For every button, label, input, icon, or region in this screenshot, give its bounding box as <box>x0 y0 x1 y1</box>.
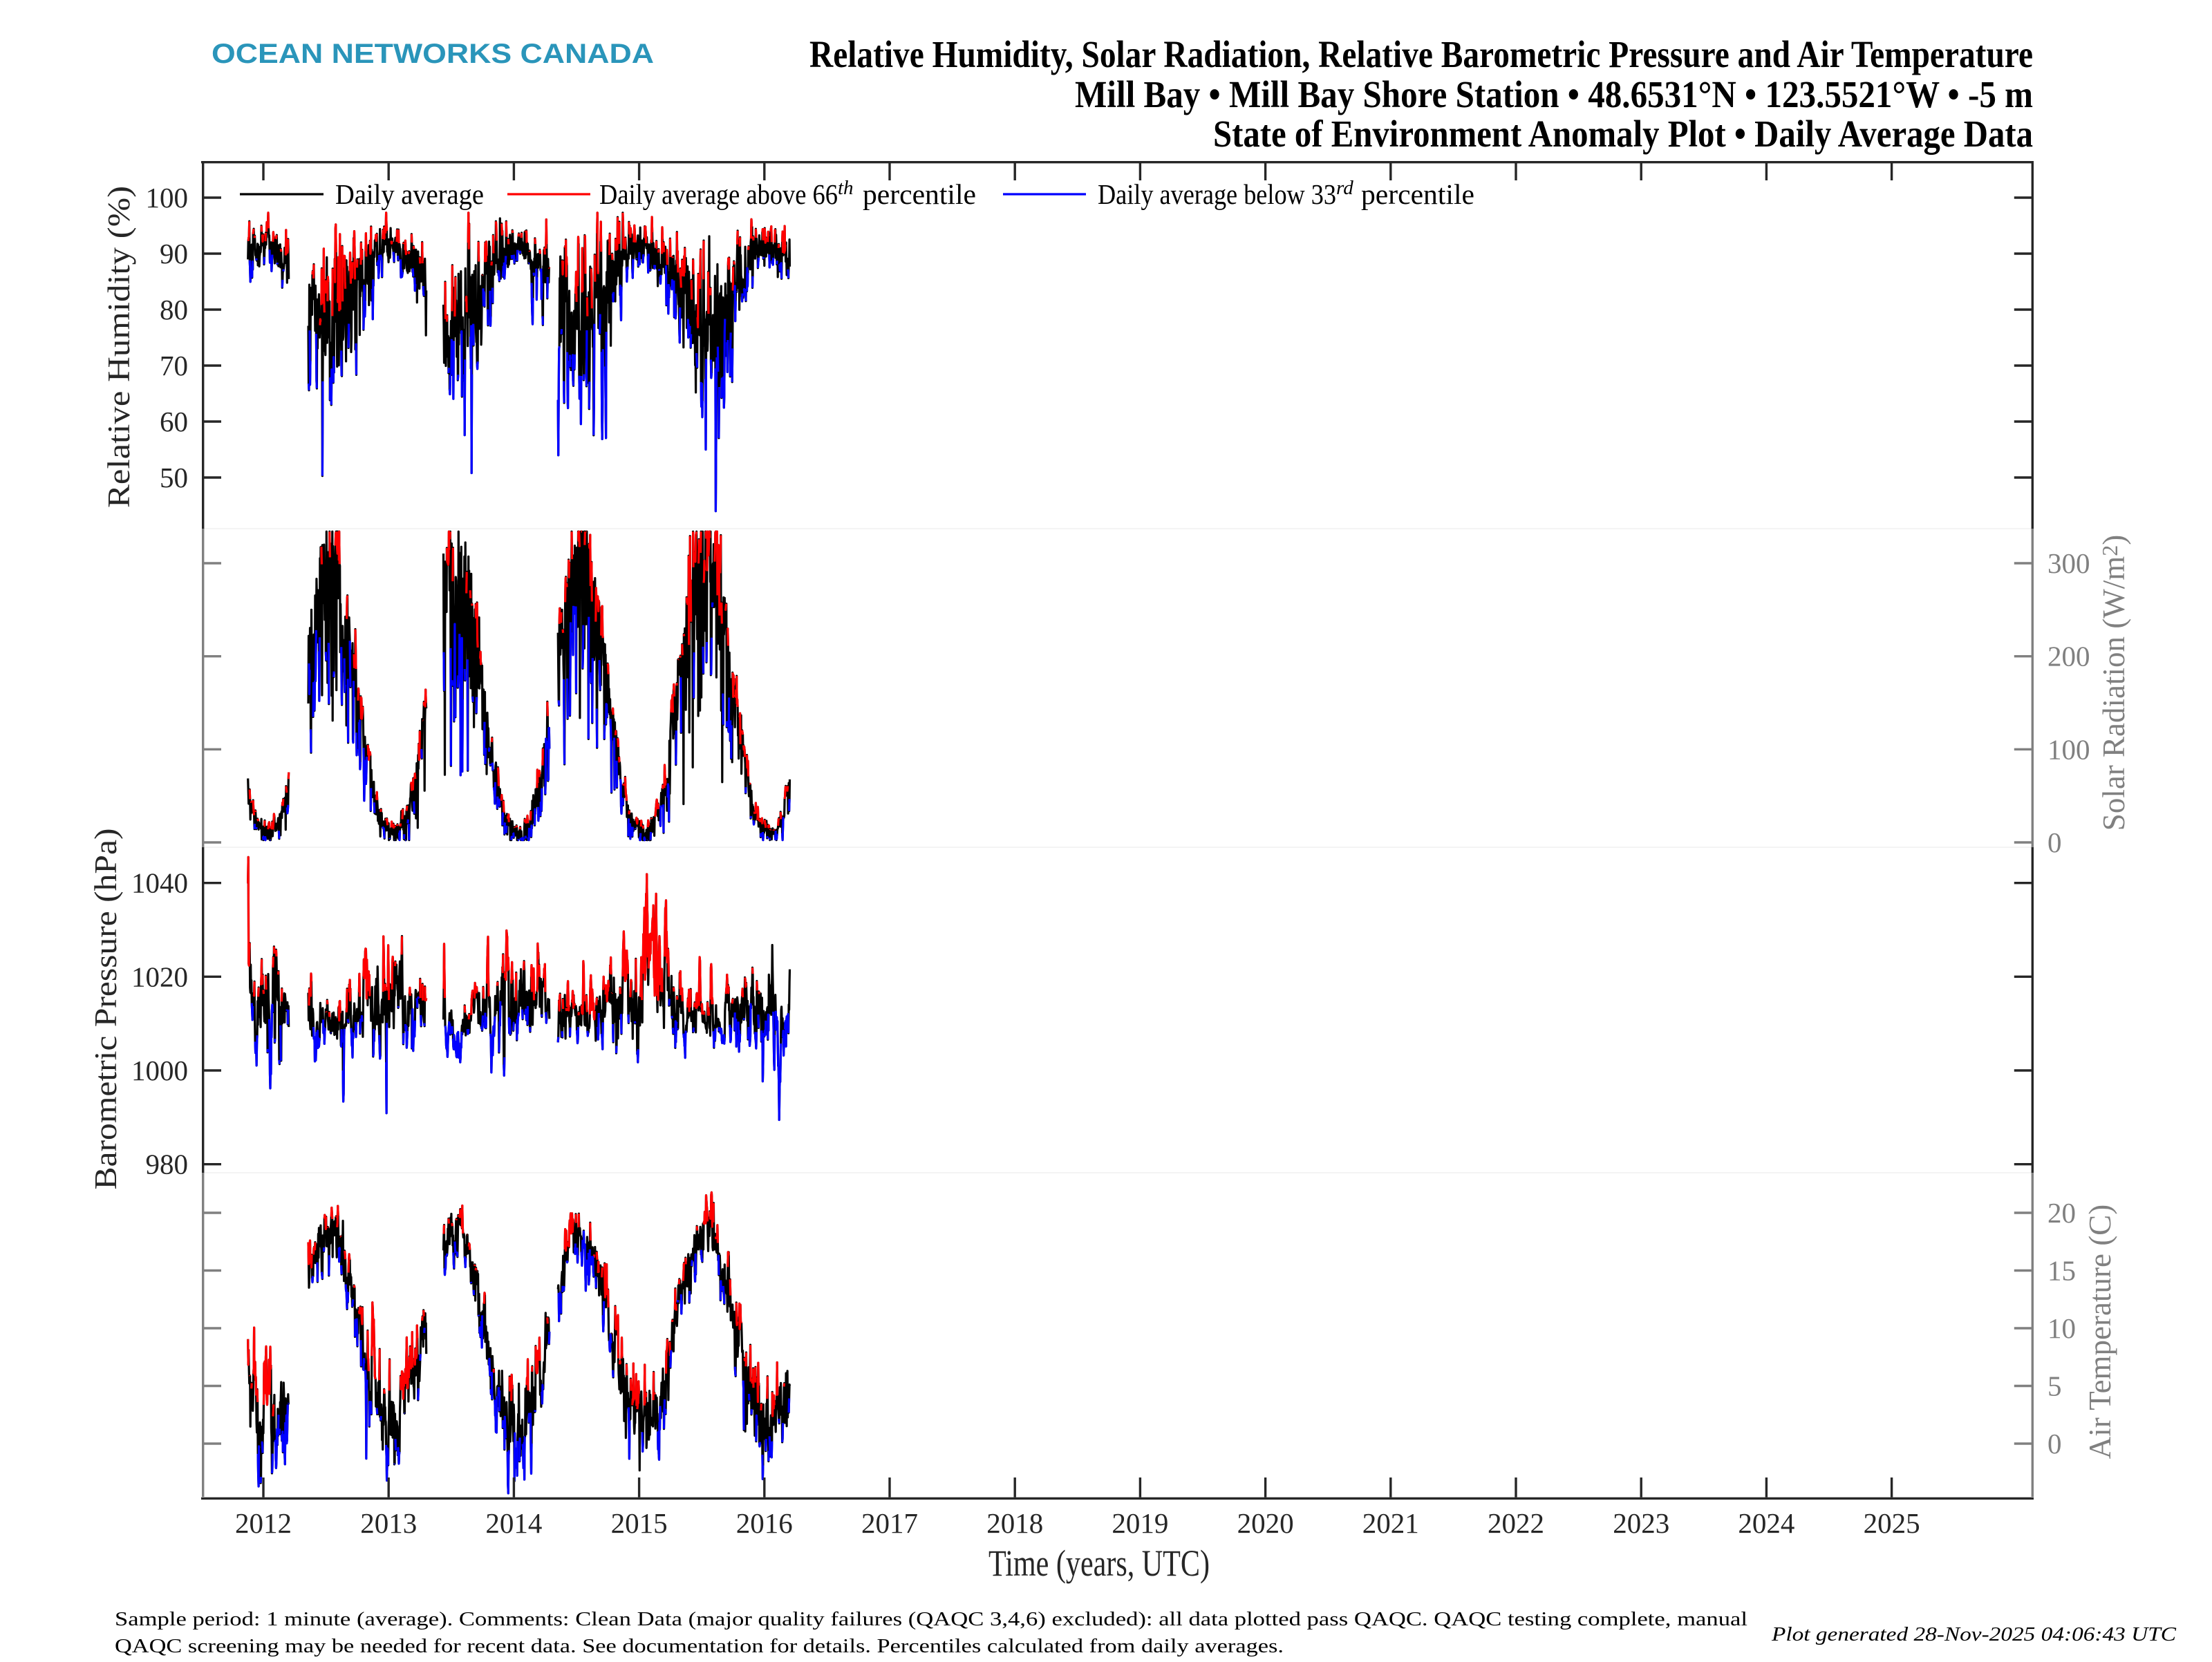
svg-text:2013: 2013 <box>360 1507 417 1539</box>
svg-text:100: 100 <box>2047 733 2090 765</box>
svg-text:Daily average below 33: Daily average below 33 <box>1098 178 1336 210</box>
svg-text:State of Environment Anomaly P: State of Environment Anomaly Plot • Dail… <box>1213 113 2033 155</box>
svg-text:2017: 2017 <box>861 1507 918 1539</box>
svg-text:2022: 2022 <box>1488 1507 1544 1539</box>
svg-text:70: 70 <box>160 350 188 381</box>
svg-text:Daily average above 66: Daily average above 66 <box>599 178 838 210</box>
svg-text:80: 80 <box>160 294 188 325</box>
svg-text:2019: 2019 <box>1112 1507 1168 1539</box>
svg-text:2023: 2023 <box>1613 1507 1669 1539</box>
svg-text:10: 10 <box>2047 1312 2076 1344</box>
svg-text:Mill Bay • Mill Bay Shore Stat: Mill Bay • Mill Bay Shore Station • 48.6… <box>1075 73 2033 115</box>
svg-text:Solar Radiation (W/m2): Solar Radiation (W/m2) <box>2097 535 2131 831</box>
svg-text:Time (years, UTC): Time (years, UTC) <box>988 1542 1210 1584</box>
svg-text:100: 100 <box>146 182 189 214</box>
svg-text:OCEAN NETWORKS CANADA: OCEAN NETWORKS CANADA <box>212 39 654 69</box>
svg-text:Daily average: Daily average <box>335 178 484 210</box>
svg-text:90: 90 <box>160 238 188 270</box>
svg-text:1040: 1040 <box>131 867 188 899</box>
svg-text:1000: 1000 <box>131 1055 188 1086</box>
svg-text:Sample period: 1 minute (avera: Sample period: 1 minute (average). Comme… <box>115 1609 1747 1630</box>
svg-text:980: 980 <box>146 1149 189 1180</box>
svg-text:th: th <box>838 177 854 199</box>
svg-text:2021: 2021 <box>1362 1507 1419 1539</box>
svg-text:QAQC screening may be needed f: QAQC screening may be needed for recent … <box>115 1636 1284 1657</box>
svg-text:1020: 1020 <box>131 961 188 992</box>
svg-text:percentile: percentile <box>863 178 976 210</box>
svg-text:rd: rd <box>1336 177 1353 199</box>
svg-text:0: 0 <box>2047 1428 2062 1460</box>
svg-text:Plot generated 28-Nov-2025 04:: Plot generated 28-Nov-2025 04:06:43 UTC <box>1771 1623 2177 1645</box>
svg-text:60: 60 <box>160 406 188 437</box>
svg-text:2024: 2024 <box>1738 1507 1794 1539</box>
svg-text:2016: 2016 <box>736 1507 793 1539</box>
svg-text:5: 5 <box>2047 1370 2062 1402</box>
svg-text:2025: 2025 <box>1864 1507 1920 1539</box>
svg-text:2018: 2018 <box>986 1507 1043 1539</box>
svg-text:2020: 2020 <box>1237 1507 1294 1539</box>
svg-text:20: 20 <box>2047 1197 2076 1229</box>
svg-text:Relative Humidity (%): Relative Humidity (%) <box>102 186 136 508</box>
svg-text:percentile: percentile <box>1361 178 1474 210</box>
svg-text:15: 15 <box>2047 1255 2076 1287</box>
svg-text:300: 300 <box>2047 547 2090 579</box>
svg-text:2014: 2014 <box>485 1507 542 1539</box>
svg-text:50: 50 <box>160 462 188 493</box>
svg-text:0: 0 <box>2047 827 2062 858</box>
svg-text:Barometric Pressure (hPa): Barometric Pressure (hPa) <box>88 829 123 1190</box>
svg-text:2012: 2012 <box>235 1507 292 1539</box>
svg-text:Air Temperature (C): Air Temperature (C) <box>2083 1205 2117 1459</box>
svg-text:2015: 2015 <box>611 1507 668 1539</box>
svg-text:200: 200 <box>2047 641 2090 672</box>
svg-text:Relative Humidity, Solar Radia: Relative Humidity, Solar Radiation, Rela… <box>809 33 2033 75</box>
